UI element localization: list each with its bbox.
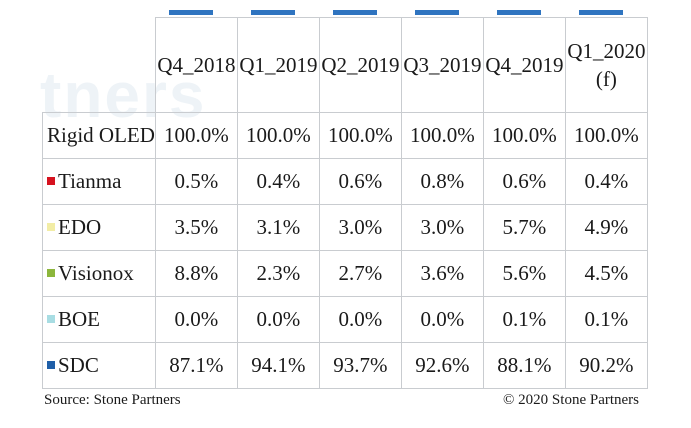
- column-header: Q2_2019: [318, 17, 402, 113]
- row-label: Visionox: [58, 261, 134, 285]
- column-header: Q3_2019: [400, 17, 484, 113]
- accent-bar: [415, 10, 459, 15]
- row-label: SDC: [58, 353, 99, 377]
- accent-bar: [333, 10, 377, 15]
- table-cell: 100.0%: [564, 112, 648, 159]
- column-header: Q1_2019: [236, 17, 320, 113]
- table-cell: 0.6%: [482, 158, 566, 205]
- table-cell: 3.0%: [318, 204, 402, 251]
- table-cell: 0.4%: [236, 158, 320, 205]
- table-cell: 100.0%: [482, 112, 566, 159]
- table-cell: 87.1%: [154, 342, 238, 389]
- accent-bar: [251, 10, 295, 15]
- row-label-cell: Visionox: [42, 250, 156, 297]
- table-cell: 92.6%: [400, 342, 484, 389]
- row-label-cell: BOE: [42, 296, 156, 343]
- row-label: BOE: [58, 307, 100, 331]
- table-cell: 0.6%: [318, 158, 402, 205]
- table-row: Tianma 0.5% 0.4% 0.6% 0.8% 0.6% 0.4%: [42, 158, 648, 205]
- table-cell: 4.5%: [564, 250, 648, 297]
- header-corner-cell: [42, 17, 156, 113]
- row-label-cell: SDC: [42, 342, 156, 389]
- accent-bar: [497, 10, 541, 15]
- table-cell: 3.0%: [400, 204, 484, 251]
- table-cell: 94.1%: [236, 342, 320, 389]
- row-label: Rigid OLED: [42, 112, 156, 159]
- table-cell: 100.0%: [154, 112, 238, 159]
- table-cell: 0.1%: [482, 296, 566, 343]
- table-cell: 90.2%: [564, 342, 648, 389]
- table-row: EDO 3.5% 3.1% 3.0% 3.0% 5.7% 4.9%: [42, 204, 648, 251]
- table-cell: 0.5%: [154, 158, 238, 205]
- table-cell: 100.0%: [400, 112, 484, 159]
- accent-bar: [169, 10, 213, 15]
- table-cell: 3.5%: [154, 204, 238, 251]
- header-row: Q4_2018 Q1_2019 Q2_2019 Q3_2019 Q4_2019 …: [42, 17, 648, 113]
- table-cell: 2.7%: [318, 250, 402, 297]
- table-row: SDC 87.1% 94.1% 93.7% 92.6% 88.1% 90.2%: [42, 342, 648, 389]
- table-cell: 0.0%: [236, 296, 320, 343]
- source-note: Source: Stone Partners: [44, 392, 181, 408]
- row-label-cell: EDO: [42, 204, 156, 251]
- legend-swatch: [47, 361, 55, 369]
- legend-swatch: [47, 315, 55, 323]
- table-cell: 4.9%: [564, 204, 648, 251]
- table-cell: 8.8%: [154, 250, 238, 297]
- table-cell: 2.3%: [236, 250, 320, 297]
- table-cell: 88.1%: [482, 342, 566, 389]
- table-cell: 100.0%: [318, 112, 402, 159]
- table-cell: 0.0%: [154, 296, 238, 343]
- row-label: Tianma: [58, 169, 122, 193]
- accent-bar: [579, 10, 623, 15]
- table-cell: 0.0%: [400, 296, 484, 343]
- table-cell: 0.1%: [564, 296, 648, 343]
- table-cell: 5.6%: [482, 250, 566, 297]
- table-cell: 5.7%: [482, 204, 566, 251]
- legend-swatch: [47, 223, 55, 231]
- column-header: Q1_2020 (f): [564, 17, 648, 113]
- table-cell: 0.0%: [318, 296, 402, 343]
- column-header: Q4_2018: [154, 17, 238, 113]
- row-label-cell: Tianma: [42, 158, 156, 205]
- column-header: Q4_2019: [482, 17, 566, 113]
- table-cell: 3.1%: [236, 204, 320, 251]
- table-row: Visionox 8.8% 2.3% 2.7% 3.6% 5.6% 4.5%: [42, 250, 648, 297]
- table-row: BOE 0.0% 0.0% 0.0% 0.0% 0.1% 0.1%: [42, 296, 648, 343]
- row-label: EDO: [58, 215, 102, 239]
- copyright-note: © 2020 Stone Partners: [503, 392, 639, 408]
- table-cell: 0.4%: [564, 158, 648, 205]
- legend-swatch: [47, 177, 55, 185]
- table-row-total: Rigid OLED 100.0% 100.0% 100.0% 100.0% 1…: [42, 112, 648, 159]
- table-cell: 93.7%: [318, 342, 402, 389]
- legend-swatch: [47, 269, 55, 277]
- table-cell: 100.0%: [236, 112, 320, 159]
- header-accent-bars: [0, 10, 691, 16]
- market-share-table: Q4_2018 Q1_2019 Q2_2019 Q3_2019 Q4_2019 …: [42, 17, 648, 389]
- table-cell: 0.8%: [400, 158, 484, 205]
- table-cell: 3.6%: [400, 250, 484, 297]
